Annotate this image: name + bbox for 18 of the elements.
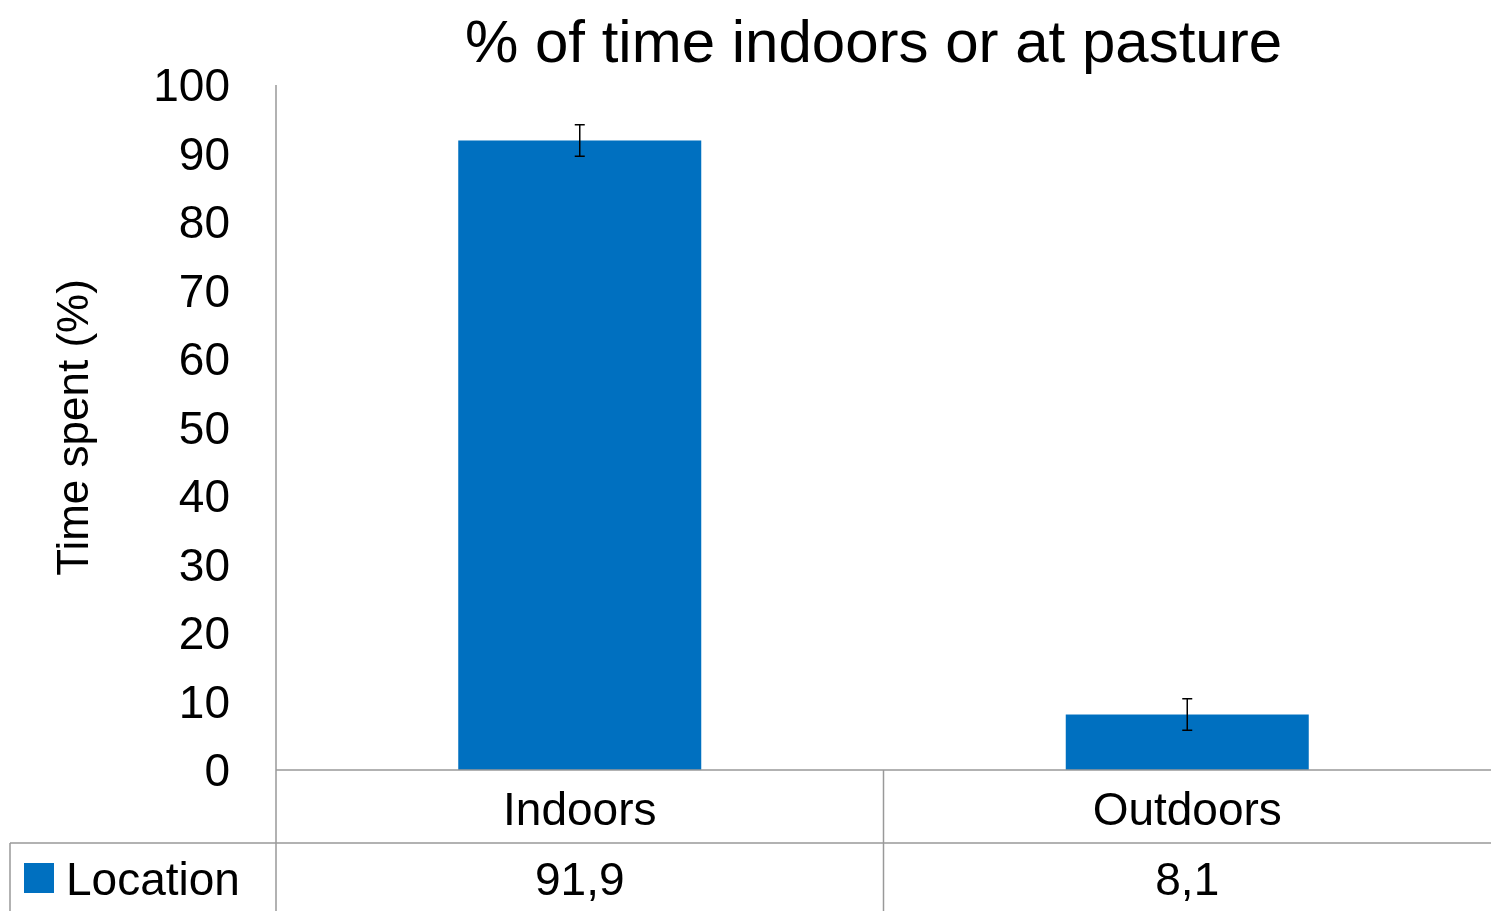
y-tick-label: 40 — [178, 470, 230, 522]
y-tick-label: 90 — [178, 127, 230, 180]
legend-label: Location — [66, 853, 240, 905]
y-tick-label: 100 — [153, 59, 230, 111]
data-label: 8,1 — [1155, 853, 1220, 905]
y-tick-label: 50 — [178, 401, 230, 454]
chart-title: % of time indoors or at pasture — [464, 8, 1283, 75]
x-tick-label: Outdoors — [1092, 783, 1282, 835]
y-tick-label: 10 — [178, 675, 230, 728]
data-label: 91,9 — [534, 853, 625, 905]
y-tick-label: 30 — [178, 538, 230, 591]
y-tick-label: 0 — [204, 744, 230, 796]
y-tick-label: 80 — [178, 196, 230, 248]
y-tick-label: 70 — [178, 264, 230, 317]
x-tick-label: Indoors — [503, 783, 657, 835]
y-tick-label: 20 — [178, 607, 230, 659]
y-tick-label: 60 — [178, 333, 230, 385]
y-axis-title: Time spent (%) — [48, 279, 97, 576]
